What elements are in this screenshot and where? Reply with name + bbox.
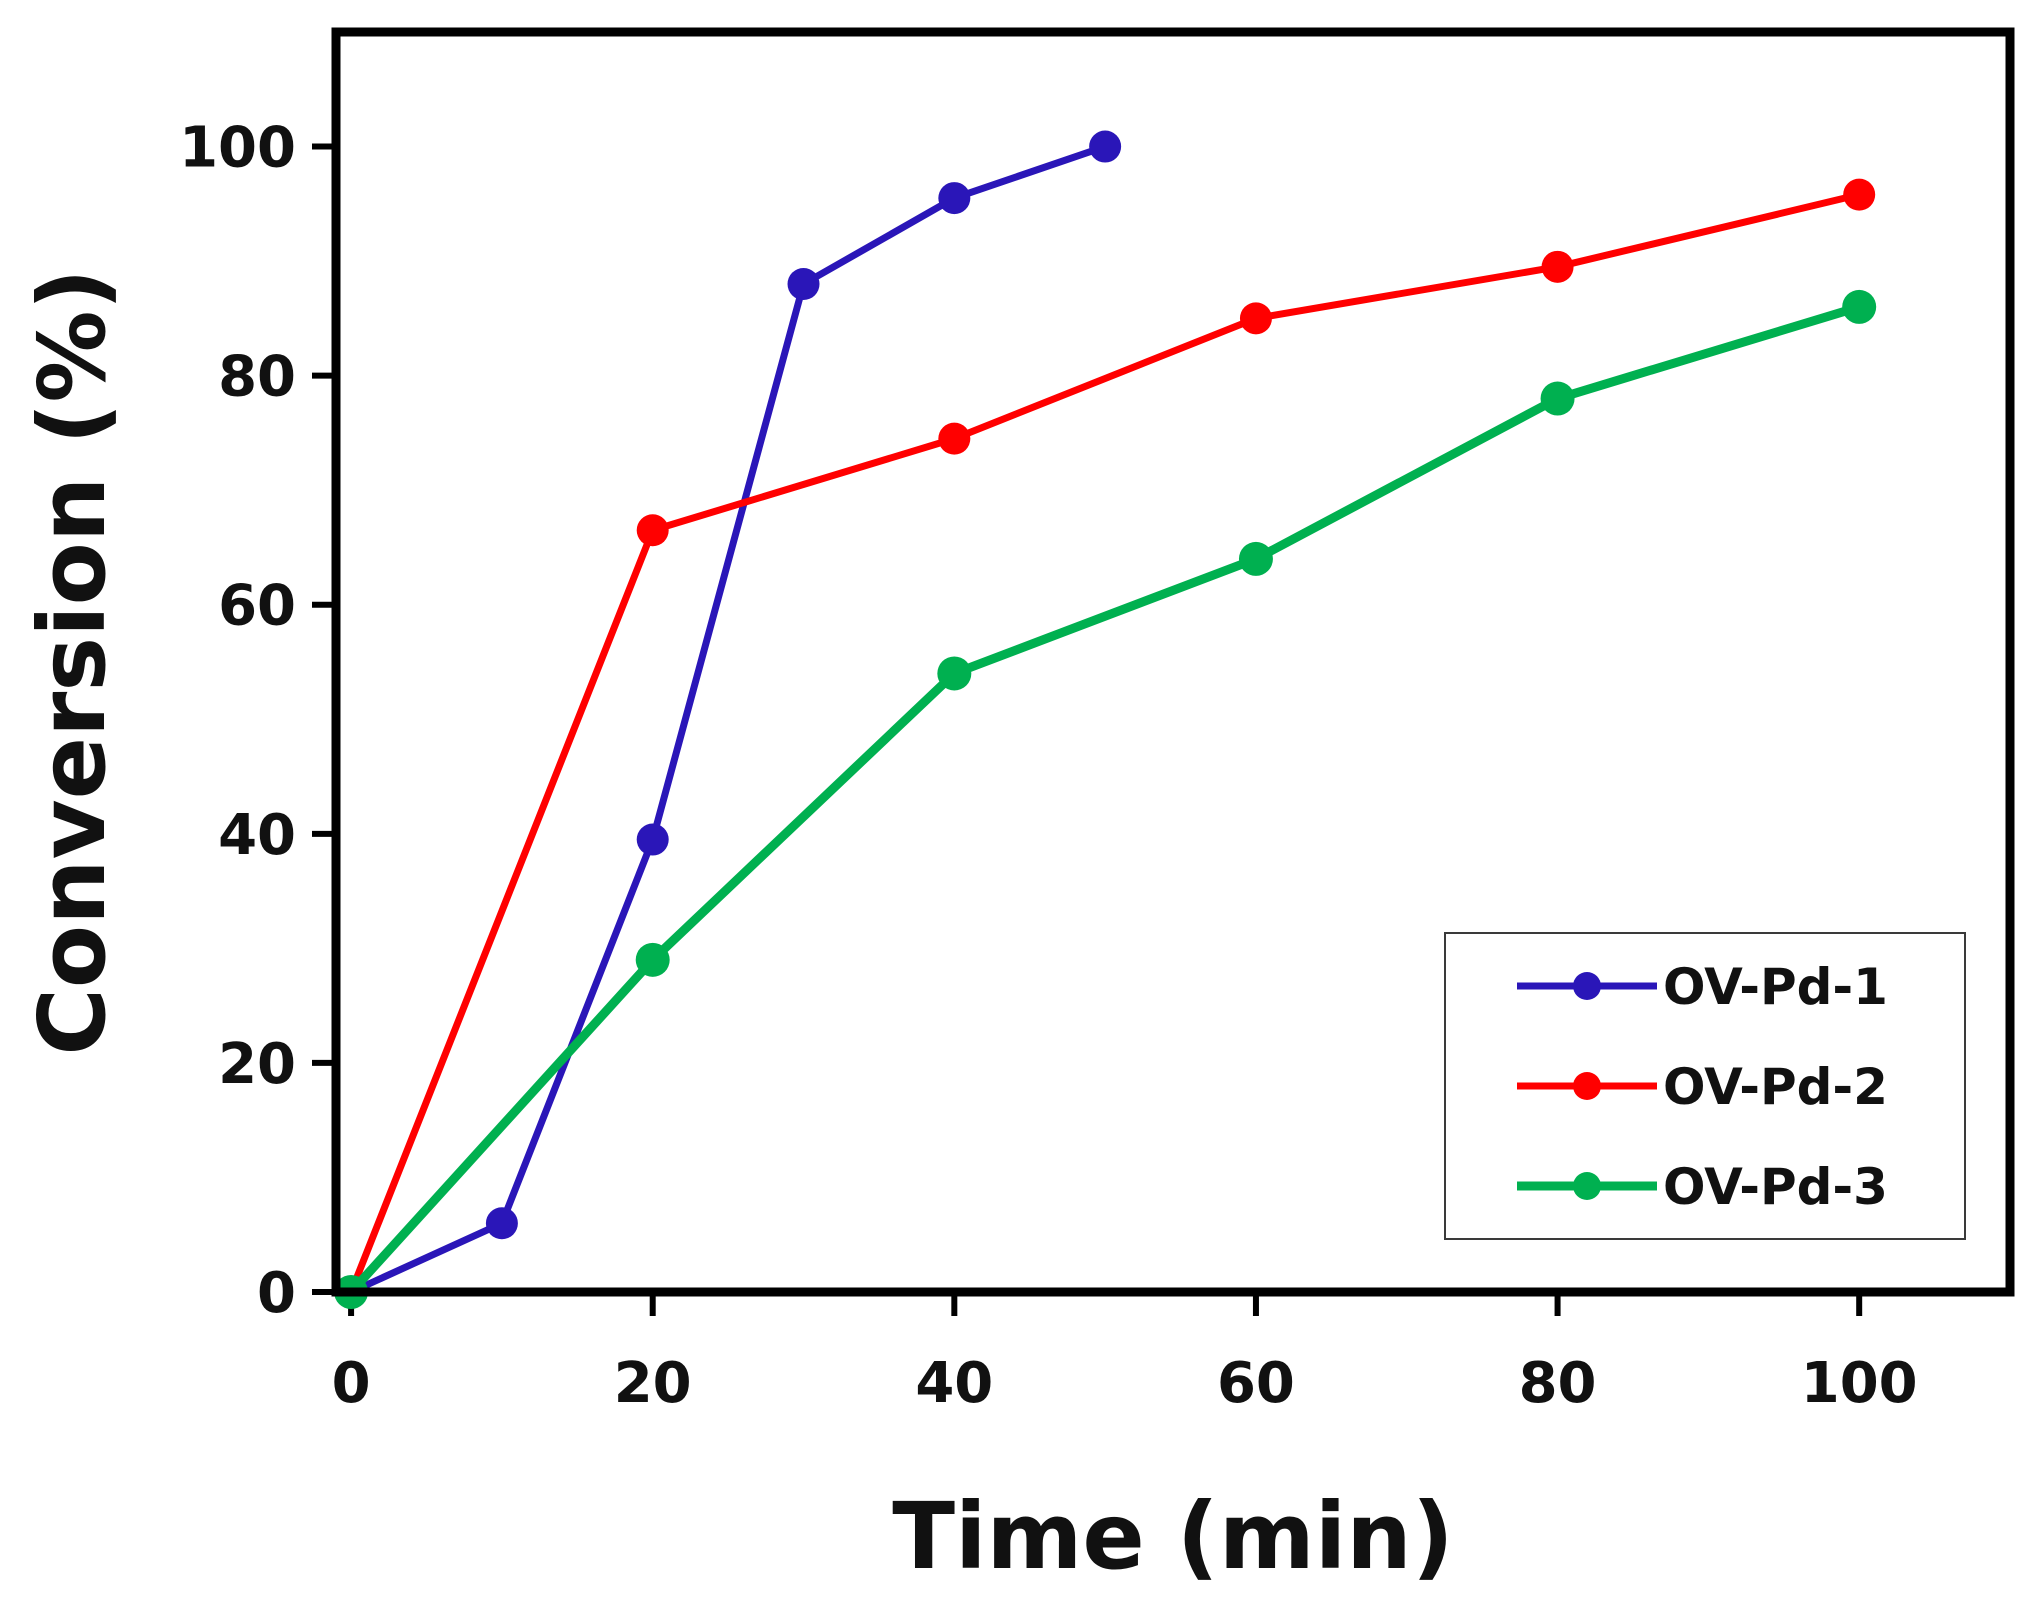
data-point	[938, 182, 971, 215]
y-tick-label: 60	[218, 574, 296, 639]
y-tick-label: 100	[179, 116, 296, 181]
data-point	[1238, 541, 1273, 576]
x-tick-label: 20	[614, 1351, 692, 1416]
y-axis-title: Conversion (%)	[19, 268, 126, 1055]
legend-item: OV-Pd-1	[1517, 958, 1888, 1016]
y-tick-label: 20	[218, 1032, 296, 1097]
data-point	[937, 656, 972, 691]
data-point	[1842, 289, 1877, 324]
data-point	[1843, 178, 1876, 211]
data-point	[636, 823, 669, 856]
legend-item: OV-Pd-3	[1517, 1158, 1888, 1216]
y-tick-label: 0	[257, 1261, 296, 1326]
data-point	[787, 268, 820, 300]
data-point	[1239, 302, 1272, 335]
x-tick-label: 80	[1519, 1351, 1597, 1416]
x-tick-label: 40	[915, 1351, 993, 1416]
x-tick-label: 0	[332, 1351, 371, 1416]
data-point	[1541, 250, 1574, 283]
x-axis-title: Time (min)	[892, 1483, 1454, 1590]
series-line	[349, 143, 1107, 1296]
legend-item: OV-Pd-2	[1517, 1058, 1888, 1116]
y-tick-label: 80	[218, 345, 296, 410]
plot-frame	[331, 27, 2015, 1297]
legend-swatch-marker	[1573, 1172, 1601, 1200]
series-line	[347, 191, 1861, 1294]
axis-ticks: 0 20 40 60 80 100 0 20 40 60 80 100	[179, 116, 1918, 1416]
legend-label: OV-Pd-3	[1663, 1158, 1888, 1216]
data-point	[636, 514, 669, 547]
legend: OV-Pd-1 OV-Pd-2 OV-Pd-3	[1444, 932, 1966, 1240]
data-point	[485, 1207, 518, 1240]
legend-swatch-marker	[1573, 972, 1601, 1000]
legend-label: OV-Pd-2	[1663, 1058, 1888, 1116]
legend-swatch-marker	[1573, 1072, 1601, 1100]
x-tick-label: 100	[1801, 1351, 1918, 1416]
data-point	[1089, 130, 1122, 163]
legend-label: OV-Pd-1	[1663, 958, 1888, 1016]
y-tick-label: 40	[218, 803, 296, 868]
data-point	[938, 422, 971, 455]
data-point	[635, 942, 670, 977]
series-line	[347, 302, 1861, 1296]
data-point	[1540, 381, 1575, 416]
x-tick-label: 60	[1217, 1351, 1295, 1416]
